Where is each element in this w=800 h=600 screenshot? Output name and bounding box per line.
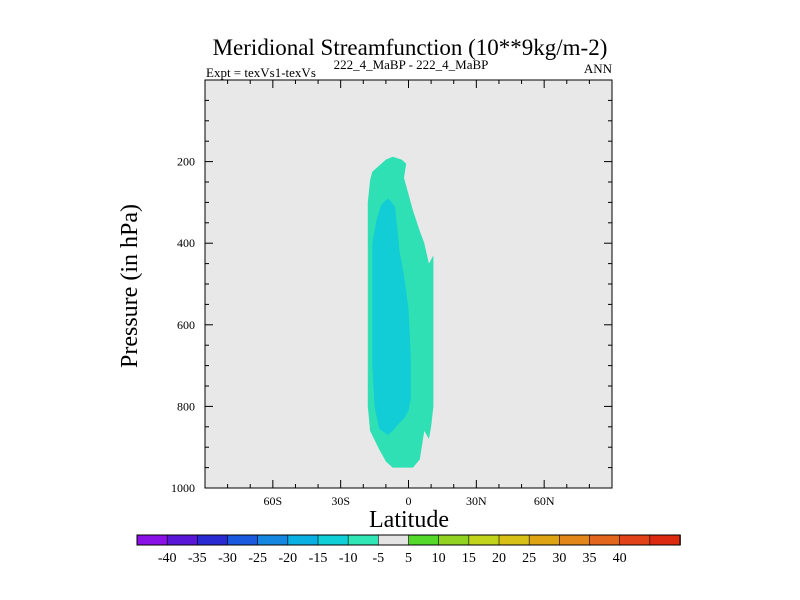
- colorbar-swatch: [468, 534, 500, 546]
- colorbar-swatch: [257, 534, 289, 546]
- y-axis-label: Pressure (in hPa): [117, 204, 143, 368]
- colorbar-swatch: [649, 534, 681, 546]
- colorbar-label: 25: [522, 551, 536, 566]
- colorbar-label: -25: [248, 551, 267, 566]
- colorbar-swatch: [619, 534, 651, 546]
- colorbar-label: 35: [583, 551, 597, 566]
- colorbar-swatch: [498, 534, 530, 546]
- x-tick-label: 30N: [466, 494, 487, 508]
- colorbar-frame: [136, 534, 681, 546]
- y-tick-label: 200: [177, 155, 195, 169]
- colorbar-swatch: [136, 534, 168, 546]
- colorbar-label: -10: [339, 551, 358, 566]
- colorbar-swatch: [559, 534, 591, 546]
- colorbar-label: 15: [462, 551, 476, 566]
- y-tick-label: 800: [177, 399, 195, 413]
- experiment-label: Expt = texVs1-texVs: [206, 65, 316, 80]
- colorbar-swatch: [589, 534, 621, 546]
- y-tick-label: 1000: [171, 481, 195, 495]
- contour-regions: [367, 156, 434, 468]
- colorbar-swatch: [347, 534, 380, 546]
- axis-ticks: 60S 30S 0 30N 60N 200 400 600 800 1000: [171, 80, 612, 508]
- colorbar-label: 40: [613, 551, 627, 566]
- colorbar-label: 10: [432, 551, 446, 566]
- colorbar-label: -20: [278, 551, 297, 566]
- colorbar-swatch: [227, 534, 259, 546]
- colorbar-label: -5: [372, 551, 384, 566]
- colorbar: -40 -35 -30 -25 -20 -15 -10 -5 5 10 15 20 25 30 35 40: [136, 534, 681, 566]
- colorbar-swatch: [438, 534, 470, 546]
- contour-region-2: [372, 198, 411, 435]
- chart-title: Meridional Streamfunction (10**9kg/m-2): [213, 35, 608, 60]
- period-label: 222_4_MaBP - 222_4_MaBP: [334, 57, 489, 72]
- y-tick-label: 400: [177, 236, 195, 250]
- colorbar-swatch: [317, 534, 349, 546]
- colorbar-swatch: [528, 534, 561, 546]
- colorbar-swatch: [197, 534, 229, 546]
- season-label: ANN: [584, 61, 613, 76]
- x-tick-label: 30S: [331, 494, 350, 508]
- colorbar-label: 30: [552, 551, 566, 566]
- x-tick-label: 60S: [263, 494, 282, 508]
- colorbar-label: 5: [405, 551, 412, 566]
- colorbar-label: -35: [188, 551, 207, 566]
- colorbar-label: 20: [492, 551, 506, 566]
- colorbar-swatch: [378, 534, 410, 546]
- colorbar-swatch: [408, 534, 440, 546]
- colorbar-label: -15: [309, 551, 328, 566]
- colorbar-label: -40: [158, 551, 177, 566]
- x-tick-label: 60N: [534, 494, 555, 508]
- y-tick-label: 600: [177, 318, 195, 332]
- colorbar-swatch: [166, 534, 199, 546]
- colorbar-swatch: [287, 534, 319, 546]
- x-axis-label: Latitude: [369, 507, 449, 533]
- colorbar-label: -30: [218, 551, 237, 566]
- x-tick-label: 0: [406, 494, 412, 508]
